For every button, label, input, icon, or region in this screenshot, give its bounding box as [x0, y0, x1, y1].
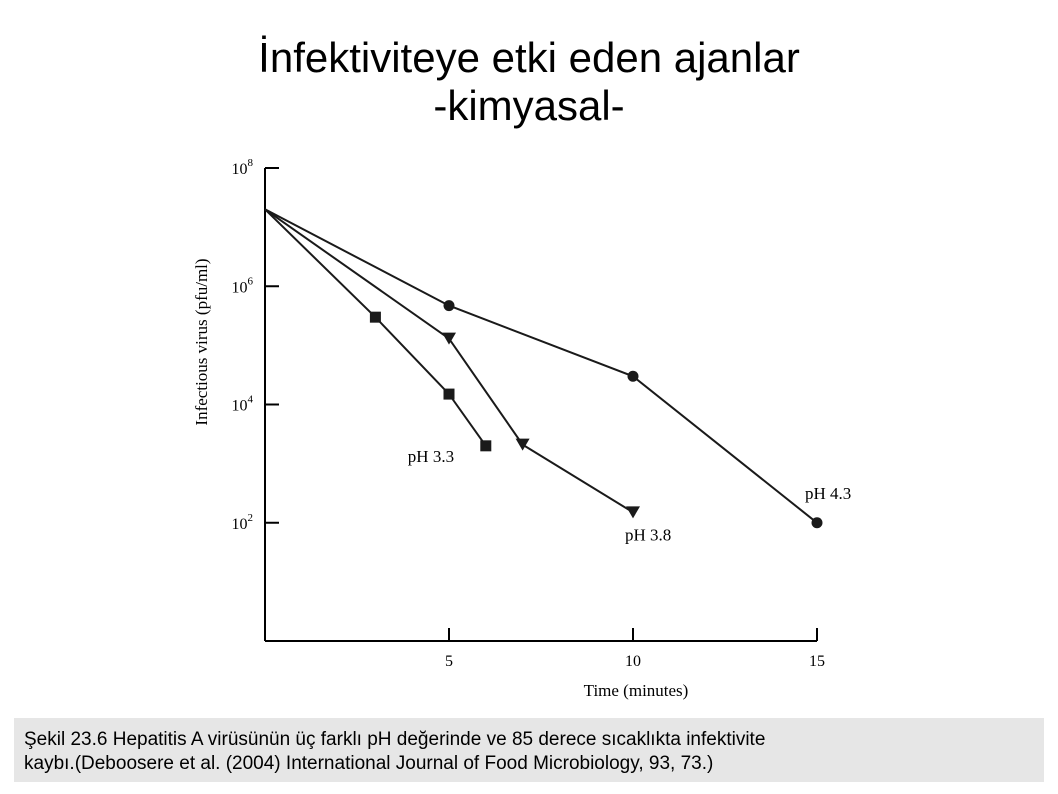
x-axis-label: Time (minutes) [584, 681, 689, 700]
series-labels: pH 3.3 pH 3.8 pH 4.3 [408, 447, 851, 545]
slide-title: İnfektiviteye etki eden ajanlar [258, 34, 800, 81]
series-label: pH 4.3 [805, 484, 851, 503]
series-label: pH 3.8 [625, 525, 671, 544]
data-point-ph-3-8 [515, 438, 530, 451]
line-chart: 102 104 106 108 5 10 15 Time (minutes) Infecti… [192, 157, 851, 700]
y-tick-label: 106 [232, 275, 254, 296]
data-point-ph-4-3 [627, 370, 639, 382]
slide-subtitle: -kimyasal- [433, 82, 625, 129]
x-tick-label: 10 [625, 653, 641, 670]
series-line-ph-4-3 [264, 208, 818, 524]
x-tick-label: 5 [445, 653, 453, 670]
chart-axes [264, 167, 818, 642]
chart-series [264, 208, 823, 529]
series-line-ph-3-3 [264, 208, 487, 447]
y-tick-label: 104 [232, 394, 254, 415]
data-point-ph-3-8 [626, 506, 640, 519]
figure-caption: Şekil 23.6 Hepatitis A virüsünün üç fark… [14, 718, 1044, 782]
data-point-ph-3-3 [369, 311, 381, 323]
data-point-ph-3-3 [443, 388, 455, 400]
x-tick-label: 15 [809, 653, 825, 670]
caption-line-2: kaybı.(Deboosere et al. (2004) Internati… [24, 753, 714, 774]
data-point-ph-3-8 [442, 332, 456, 345]
data-point-ph-4-3 [443, 300, 455, 312]
series-line-ph-3-8 [264, 208, 634, 514]
data-point-ph-4-3 [811, 517, 823, 529]
caption-line-1: Şekil 23.6 Hepatitis A virüsünün üç fark… [24, 729, 766, 750]
y-tick-label: 102 [232, 512, 254, 533]
y-axis-label: Infectious virus (pfu/ml) [192, 258, 211, 425]
chart-tick-labels: 102 104 106 108 5 10 15 [232, 157, 826, 670]
series-label: pH 3.3 [408, 447, 454, 466]
y-tick-label: 108 [232, 157, 254, 178]
data-point-ph-3-3 [480, 440, 492, 452]
